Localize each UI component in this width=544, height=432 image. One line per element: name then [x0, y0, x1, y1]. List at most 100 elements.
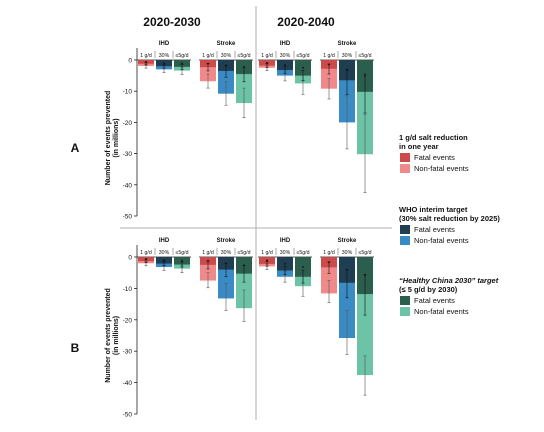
y-tick-label: -40: [123, 380, 133, 387]
legend-swatch: [400, 296, 410, 305]
group-label: IHD: [280, 238, 291, 244]
group-ihd: IHD 1 g/d 30% ≤5g/d: [258, 41, 312, 95]
legend-swatch: [400, 236, 410, 245]
scenario-label: ≤5g/d: [176, 53, 189, 59]
group-label: Stroke: [338, 238, 357, 244]
legend-label: Fatal events: [414, 225, 455, 234]
y-axis-label-line: Number of events prevented: [105, 91, 112, 186]
scenario-label: 1 g/d: [261, 250, 273, 256]
legend-block-2: WHO interim target(30% salt reduction by…: [399, 205, 500, 245]
y-axis-label-line: Number of events prevented: [105, 288, 112, 383]
scenario-label: 1 g/d: [323, 53, 335, 59]
y-tick-label: -30: [123, 151, 133, 158]
group-label: Stroke: [217, 238, 236, 244]
scenario-label: ≤5g/d: [297, 250, 310, 256]
y-axis-b: 0 -10 -20 -30 -40 -50 Number of events prevent…: [105, 245, 138, 419]
scenario-label: 30%: [280, 53, 291, 59]
scenario-label: ≤5g/d: [176, 250, 189, 256]
median-dot: [346, 268, 348, 271]
y-tick-label: -20: [123, 317, 133, 324]
y-tick-label: 0: [128, 255, 132, 262]
scenario-label: ≤5g/d: [238, 53, 251, 59]
group-ihd: IHD 1 g/d 30% ≤5g/d: [137, 41, 191, 75]
scenario-label: 30%: [159, 250, 170, 256]
y-tick-label: -40: [123, 182, 133, 189]
legend-swatch: [400, 153, 410, 162]
median-dot: [328, 63, 330, 66]
group-ihd: IHD 1 g/d 30% ≤5g/d: [137, 238, 191, 274]
column-titles: 2020-2030 2020-2040: [143, 15, 335, 29]
y-tick-label: -50: [123, 412, 133, 419]
median-dot: [145, 258, 147, 260]
scenario-label: 1 g/d: [140, 53, 152, 59]
scenario-label: 30%: [280, 250, 291, 256]
scenario-label: 1 g/d: [323, 250, 335, 256]
y-tick-label: -30: [123, 349, 133, 356]
median-dot: [364, 274, 366, 277]
scenario-label: 1 g/d: [261, 53, 273, 59]
row-label-b: B: [71, 341, 80, 355]
scenario-label: 30%: [221, 53, 232, 59]
legend-title: (≤ 5 g/d by 2030): [399, 285, 458, 294]
group-label: IHD: [280, 41, 291, 47]
chart-panels: 0 -10 -20 -30 -40 -50 Number of events prevent…: [105, 41, 374, 419]
scenario-label: 30%: [342, 250, 353, 256]
legend-label: Fatal events: [414, 296, 455, 305]
median-dot: [364, 75, 366, 77]
panel-dividers: [120, 6, 392, 420]
row-labels: A B: [71, 141, 80, 355]
y-tick-label: 0: [128, 58, 132, 65]
legend-label: Non-fatal events: [414, 307, 469, 316]
legend-swatch: [400, 164, 410, 173]
scenario-label: ≤5g/d: [297, 53, 310, 59]
scenario-label: 1 g/d: [202, 250, 214, 256]
median-dot: [163, 259, 165, 262]
scenario-label: 1 g/d: [140, 250, 152, 256]
column-title-2020-2030: 2020-2030: [143, 15, 201, 29]
median-dot: [302, 265, 304, 268]
y-axis-label-line: (in millions): [113, 118, 120, 157]
median-dot: [284, 262, 286, 265]
legend-title: “Healthy China 2030” target: [399, 276, 499, 285]
scenario-label: ≤5g/d: [359, 250, 372, 256]
median-dot: [181, 62, 183, 65]
y-axis-label: Number of events prevented(in millions): [105, 91, 120, 186]
y-tick-label: -10: [123, 286, 133, 293]
group-label: IHD: [159, 238, 170, 244]
median-dot: [207, 62, 209, 65]
y-tick-label: -20: [123, 120, 133, 127]
median-dot: [207, 260, 209, 262]
legend-label: Fatal events: [414, 153, 455, 162]
scenario-label: ≤5g/d: [359, 53, 372, 59]
median-dot: [163, 62, 165, 65]
group-label: Stroke: [338, 41, 357, 47]
median-dot: [225, 64, 227, 67]
legend-title: in one year: [399, 142, 439, 151]
legend-label: Non-fatal events: [414, 164, 469, 173]
legend-title: 1 g/d salt reduction: [399, 133, 468, 142]
scenario-label: 30%: [159, 53, 170, 59]
legend-title: WHO interim target: [399, 205, 468, 214]
group-label: Stroke: [217, 41, 236, 47]
y-tick-label: -10: [123, 89, 133, 96]
median-dot: [243, 66, 245, 68]
legend-title: (30% salt reduction by 2025): [399, 214, 500, 223]
row-label-a: A: [71, 141, 80, 155]
legend-block-3: “Healthy China 2030” target(≤ 5 g/d by 2…: [399, 276, 499, 316]
scenario-label: 1 g/d: [202, 53, 214, 59]
legend-label: Non-fatal events: [414, 236, 469, 245]
legend-swatch: [400, 307, 410, 316]
scenario-label: 30%: [221, 250, 232, 256]
group-ihd: IHD 1 g/d 30% ≤5g/d: [258, 238, 312, 297]
y-axis-a: 0 -10 -20 -30 -40 -50 Number of events prevent…: [105, 48, 138, 221]
